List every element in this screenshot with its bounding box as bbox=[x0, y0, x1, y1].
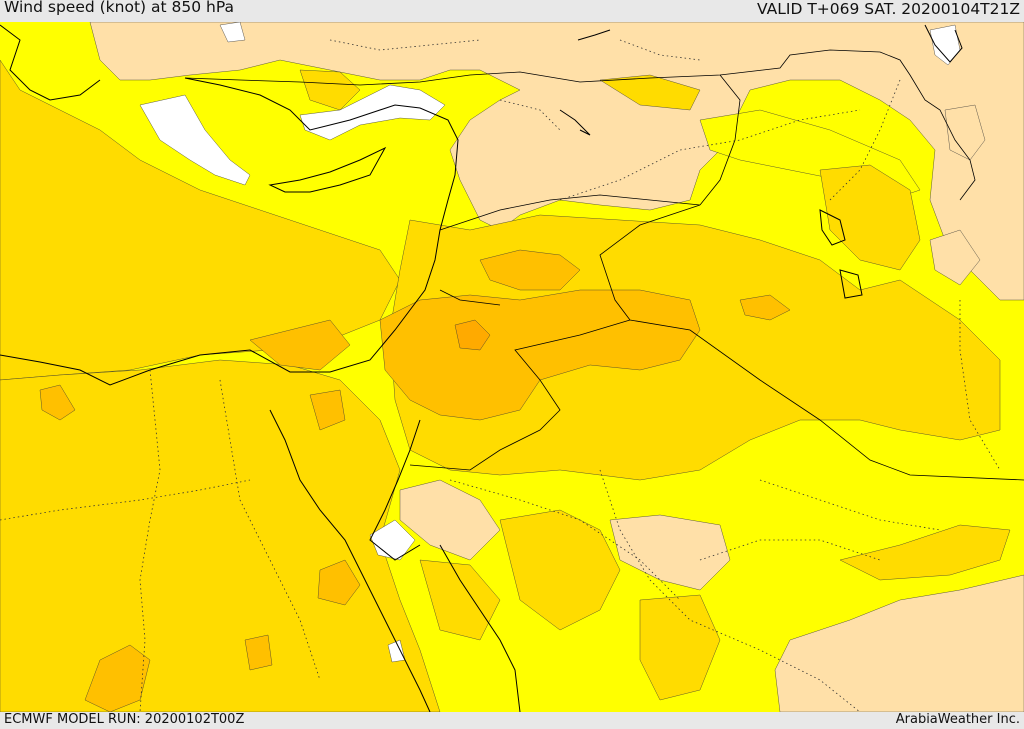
wind-band-amber bbox=[39, 249, 791, 712]
model-run-label: ECMWF MODEL RUN: 20200102T00Z bbox=[4, 712, 245, 727]
valid-time-label: VALID T+069 SAT. 20200104T21Z bbox=[757, 0, 1020, 18]
wind-band-orange bbox=[454, 319, 491, 351]
coastlines bbox=[0, 24, 963, 712]
map-canvas bbox=[0, 22, 1024, 712]
map-header: Wind speed (knot) at 850 hPa VALID T+069… bbox=[0, 0, 1024, 22]
country-borders bbox=[184, 49, 1024, 481]
map-title: Wind speed (knot) at 850 hPa bbox=[4, 0, 235, 16]
credit-label: ArabiaWeather Inc. bbox=[895, 712, 1020, 727]
admin-boundaries bbox=[0, 39, 1001, 712]
wind-speed-map bbox=[0, 22, 1024, 712]
map-footer: ECMWF MODEL RUN: 20200102T00Z ArabiaWeat… bbox=[0, 712, 1024, 729]
